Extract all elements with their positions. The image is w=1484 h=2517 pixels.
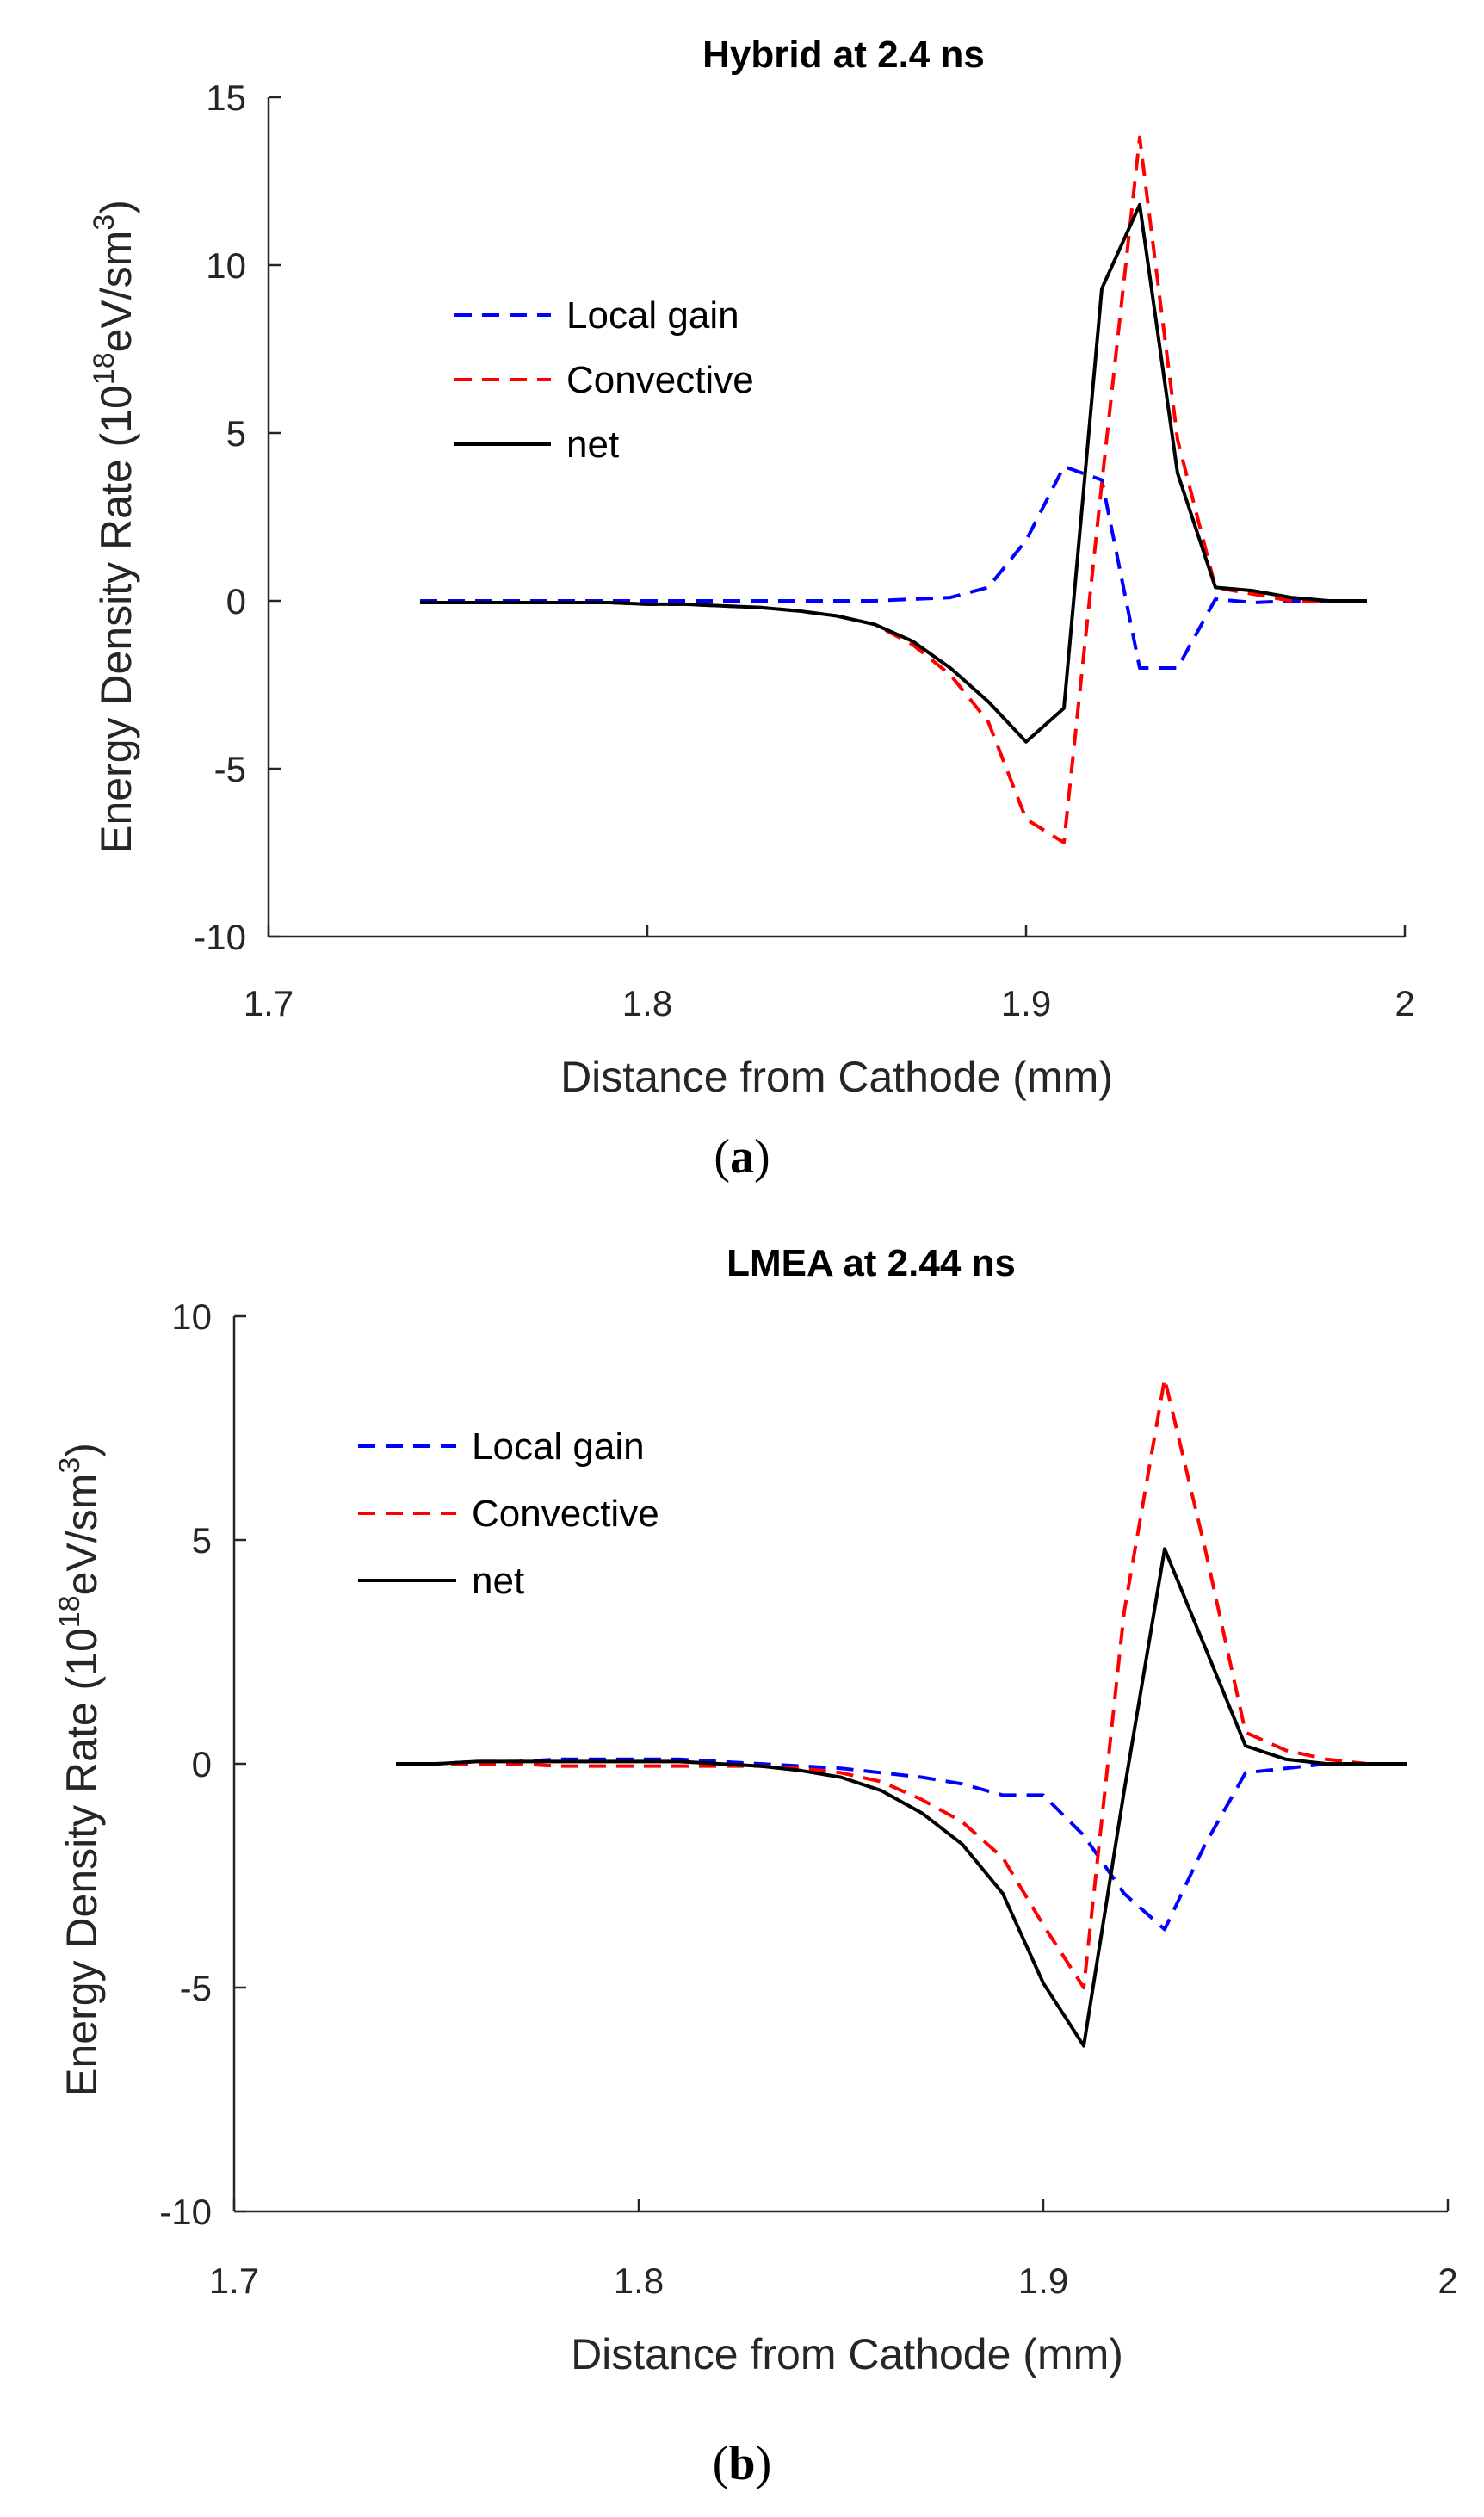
x-tick-labels-a: 1.7 1.8 1.9 2: [244, 983, 1415, 1023]
series-line-convective: [396, 1376, 1407, 1989]
y-tick-label: 15: [206, 77, 246, 118]
y-tick-label: -5: [214, 749, 246, 789]
y-axis-label-end: ): [58, 1443, 106, 1457]
x-tick-label: 1.9: [1018, 2260, 1068, 2301]
x-tick-label: 1.7: [244, 983, 294, 1023]
y-axis-label-mid: eV/sm: [58, 1474, 106, 1596]
legend-label-local-gain: Local gain: [566, 294, 739, 337]
y-tick-label: 10: [171, 1296, 212, 1337]
caption-b: (b): [713, 2437, 771, 2490]
x-tick-label: 1.7: [209, 2260, 259, 2301]
y-axis-label-sup: 3: [53, 1457, 86, 1474]
y-axis-label-sup: 18: [53, 1595, 86, 1628]
x-tick-label: 2: [1394, 983, 1414, 1023]
caption-a: (a): [714, 1130, 770, 1184]
chart-title-a: Hybrid at 2.4 ns: [702, 34, 985, 76]
y-tick-labels-b: 10 5 0 -5 -10: [159, 1296, 212, 2232]
y-axis-label-main: Energy Density Rate (10: [58, 1628, 106, 2097]
caption-b-letter: b: [728, 2437, 755, 2490]
y-axis-label-main: Energy Density Rate (10: [92, 385, 140, 854]
y-tick-label: -10: [194, 917, 246, 957]
legend-label-convective: Convective: [566, 359, 754, 401]
x-axis-label-b: Distance from Cathode (mm): [571, 2330, 1123, 2378]
y-axis-label-mid: eV/sm: [92, 231, 140, 353]
legend-label-convective: Convective: [472, 1493, 659, 1535]
chart-panel-a: Hybrid at 2.4 ns 15 10 5 0 -5 -10 1.7 1.…: [88, 34, 1415, 1184]
series-group-b: [396, 1376, 1407, 2048]
series-line-local-gain: [420, 465, 1367, 670]
series-group-a: [420, 135, 1367, 844]
y-tick-label: 5: [226, 413, 246, 454]
y-tick-label: 0: [192, 1744, 212, 1784]
legend-label-local-gain: Local gain: [472, 1425, 645, 1468]
x-tick-label: 2: [1438, 2260, 1457, 2301]
y-axis-label-b: Energy Density Rate (1018eV/sm3): [53, 1443, 106, 2097]
caption-a-letter: a: [730, 1130, 754, 1184]
plot-area-a: [267, 96, 1407, 938]
y-axis-label-end: ): [92, 200, 140, 214]
x-tick-label: 1.8: [622, 983, 672, 1023]
legend-label-net: net: [472, 1560, 524, 1602]
legend-a: Local gain Convective net: [454, 294, 754, 466]
y-axis-label-sup: 3: [88, 214, 121, 231]
y-tick-label: -5: [180, 1968, 212, 2008]
y-tick-label: 10: [206, 245, 246, 286]
plot-area-b: [232, 1314, 1450, 2213]
y-tick-label: 0: [226, 581, 246, 622]
x-tick-label: 1.9: [1001, 983, 1051, 1023]
y-axis-label-a: Energy Density Rate (1018eV/sm3): [88, 200, 140, 854]
legend-label-net: net: [566, 424, 619, 466]
legend-b: Local gain Convective net: [358, 1425, 659, 1602]
y-tick-label: -10: [159, 2192, 212, 2232]
chart-panel-b: LMEA at 2.44 ns 10 5 0 -5 -10 1.7 1.8 1.…: [53, 1242, 1458, 2490]
series-line-net: [396, 1547, 1407, 2048]
x-tick-labels-b: 1.7 1.8 1.9 2: [209, 2260, 1458, 2301]
x-tick-label: 1.8: [614, 2260, 664, 2301]
chart-title-b: LMEA at 2.44 ns: [727, 1242, 1016, 1284]
y-tick-labels-a: 15 10 5 0 -5 -10: [194, 77, 246, 957]
x-axis-label-a: Distance from Cathode (mm): [560, 1053, 1113, 1101]
series-line-local-gain: [396, 1757, 1407, 1932]
y-axis-label-sup: 18: [88, 352, 121, 385]
series-line-net: [420, 202, 1367, 744]
y-tick-label: 5: [192, 1520, 212, 1561]
